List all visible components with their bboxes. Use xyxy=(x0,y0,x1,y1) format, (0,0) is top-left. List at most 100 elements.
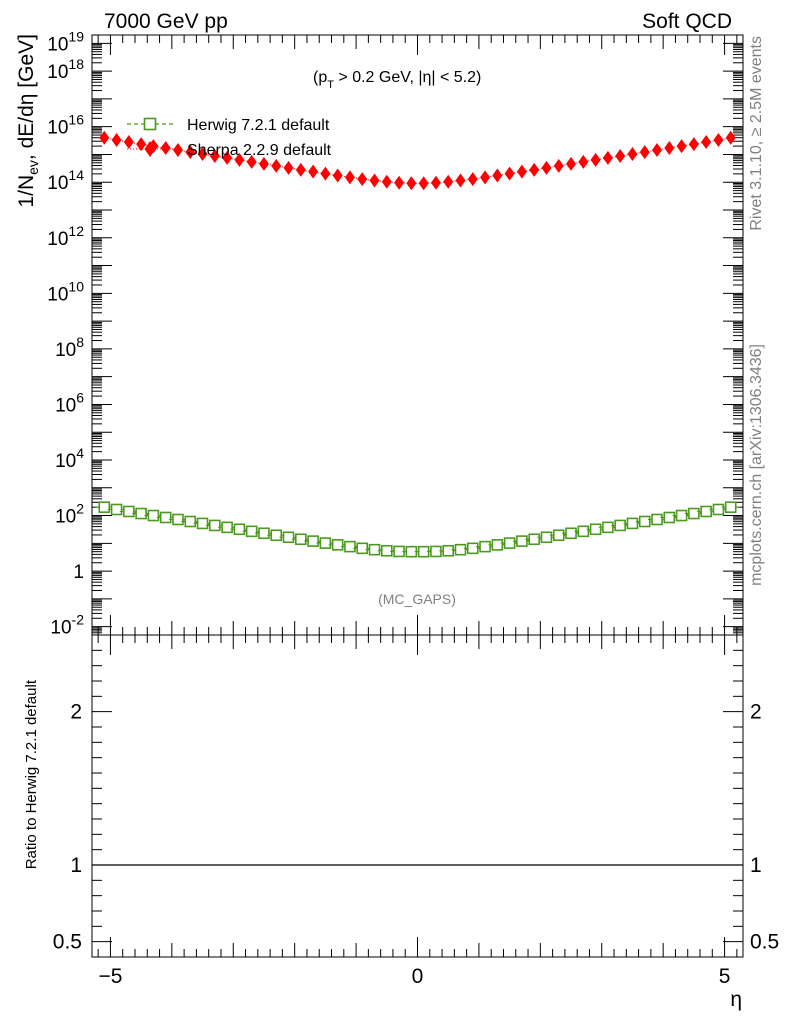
herwig-point xyxy=(270,529,283,542)
herwig-point xyxy=(466,542,479,555)
y-tick-label: 1012 xyxy=(47,223,84,250)
sherpa-point xyxy=(209,149,220,164)
cut-label: (pT > 0.2 GeV, |η| < 5.2) xyxy=(313,69,481,91)
herwig-point xyxy=(172,513,184,526)
sherpa-point xyxy=(418,176,429,191)
ratio-y-tick-label-right: 1 xyxy=(750,854,762,877)
y-tick-label: 1 xyxy=(73,562,84,583)
herwig-point xyxy=(331,539,344,551)
herwig-point xyxy=(516,535,528,547)
herwig-point xyxy=(98,501,111,513)
sherpa-point xyxy=(394,175,405,190)
herwig-point xyxy=(344,540,356,553)
ratio-axes: −5 0 5 0.5 0.5 1 1 2 2 xyxy=(53,634,779,988)
sherpa-point xyxy=(627,146,638,161)
herwig-point xyxy=(123,505,135,518)
sherpa-point xyxy=(701,135,712,150)
herwig-point xyxy=(380,544,393,557)
sherpa-point xyxy=(136,137,147,152)
header-right: Soft QCD xyxy=(642,10,732,33)
sherpa-point xyxy=(258,156,269,171)
herwig-point xyxy=(479,540,491,553)
legend-herwig-label: Herwig 7.2.1 default xyxy=(187,117,330,134)
sherpa-point xyxy=(455,173,466,188)
header-left: 7000 GeV pp xyxy=(104,10,228,33)
herwig-point xyxy=(245,525,258,538)
sherpa-point xyxy=(332,168,343,183)
sherpa-point xyxy=(566,156,577,171)
herwig-point xyxy=(589,523,602,536)
herwig-point xyxy=(491,539,504,551)
legend-herwig-marker xyxy=(143,117,157,131)
y-tick-label: 104 xyxy=(55,445,84,472)
herwig-point xyxy=(307,535,319,547)
herwig-point xyxy=(724,501,737,513)
herwig-point xyxy=(577,525,590,538)
herwig-point xyxy=(221,521,233,534)
ratio-panel-frame xyxy=(91,634,744,958)
sherpa-point xyxy=(344,170,355,185)
y-tick-label: 1014 xyxy=(47,167,84,194)
y-tick-label: 1010 xyxy=(47,278,84,305)
herwig-point xyxy=(295,533,307,546)
herwig-point xyxy=(602,521,614,534)
herwig-point xyxy=(258,527,270,540)
herwig-point xyxy=(454,543,467,556)
x-tick-label: −5 xyxy=(98,965,122,988)
sherpa-point xyxy=(234,152,245,167)
sherpa-point xyxy=(541,160,552,175)
sherpa-point xyxy=(197,146,208,161)
sherpa-point xyxy=(111,133,122,148)
main-axes: 10-2 1 102 104 106 108 1010 1012 1014 1016 1018101… xyxy=(47,28,743,639)
legend-sherpa-label: Sherpa 2.2.9 default xyxy=(187,142,332,159)
ratio-y-tick-label-right: 2 xyxy=(750,701,762,724)
sherpa-point xyxy=(590,152,601,167)
herwig-point xyxy=(626,517,639,530)
herwig-point xyxy=(356,542,369,555)
sherpa-line xyxy=(104,137,731,184)
ratio-y-tick-label-right: 0.5 xyxy=(750,931,779,954)
sherpa-point xyxy=(308,164,319,179)
herwig-point xyxy=(196,517,209,530)
rivet-version-text: Rivet 3.1.10, ≥ 2.5M events xyxy=(748,36,765,231)
sherpa-point xyxy=(480,170,491,185)
sherpa-point xyxy=(492,168,503,183)
herwig-point xyxy=(184,515,197,528)
sherpa-point xyxy=(357,172,368,187)
herwig-point xyxy=(503,537,516,549)
sherpa-point xyxy=(467,172,478,187)
herwig-point xyxy=(712,503,725,516)
herwig-point xyxy=(552,529,565,542)
watermark-label: (MC_GAPS) xyxy=(378,591,456,607)
sherpa-point xyxy=(713,133,724,148)
herwig-point xyxy=(614,519,626,532)
sherpa-point xyxy=(430,175,441,190)
herwig-line xyxy=(104,506,731,553)
sherpa-point xyxy=(652,142,663,157)
sherpa-point xyxy=(283,160,294,175)
sherpa-point xyxy=(406,176,417,191)
sherpa-point xyxy=(516,164,527,179)
herwig-point xyxy=(528,533,540,546)
x-tick-label: 5 xyxy=(719,965,731,988)
herwig-point xyxy=(663,511,676,524)
ratio-y-tick-label: 0.5 xyxy=(53,931,82,954)
sherpa-point xyxy=(443,174,454,189)
y-tick-label: 108 xyxy=(55,334,84,361)
y-tick-label: 1016 xyxy=(47,112,84,139)
herwig-point xyxy=(147,509,160,522)
y-axis-title: 1/Nev, dE/dη [GeV] xyxy=(15,34,41,208)
herwig-point xyxy=(209,519,221,532)
ratio-y-tick-label: 1 xyxy=(70,854,82,877)
ratio-y-axis-title: Ratio to Herwig 7.2.1 default xyxy=(23,679,40,869)
sherpa-point xyxy=(185,145,196,160)
y-tick-label: 106 xyxy=(55,389,84,416)
y-tick-label: 102 xyxy=(55,501,84,528)
herwig-point xyxy=(675,509,688,522)
sherpa-point xyxy=(615,149,626,164)
ratio-y-tick-label: 2 xyxy=(70,701,82,724)
legend: Herwig 7.2.1 default Sherpa 2.2.9 defaul… xyxy=(127,117,332,159)
sherpa-point xyxy=(381,174,392,189)
sherpa-point xyxy=(99,130,110,145)
y-tick-label: 1018 xyxy=(47,56,84,83)
